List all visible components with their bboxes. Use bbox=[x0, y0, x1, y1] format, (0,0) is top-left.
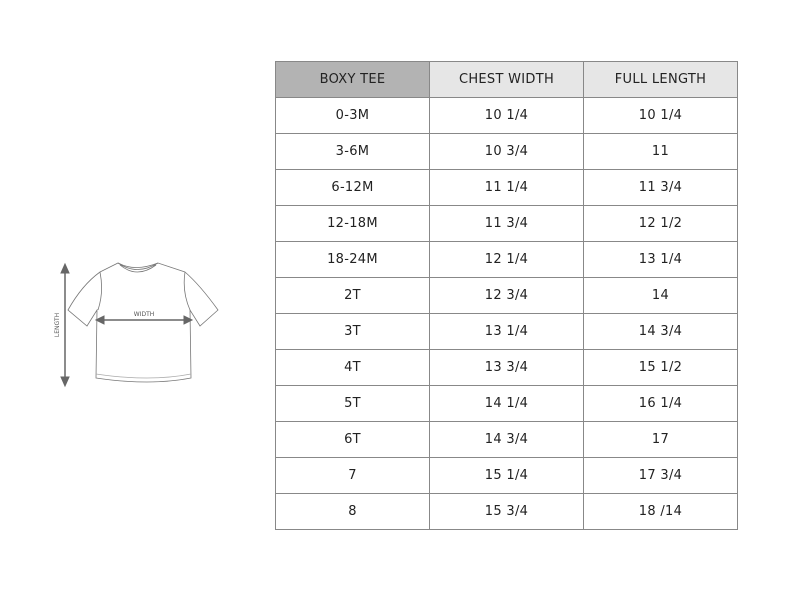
size-cell: 6T bbox=[275, 421, 430, 458]
tee-illustration: LENGTH WIDTH bbox=[54, 262, 219, 388]
size-cell: 7 bbox=[275, 457, 430, 494]
full-length-cell: 13 1/4 bbox=[583, 241, 738, 278]
table-row: 7 15 1/4 17 3/4 bbox=[275, 457, 738, 494]
width-label: WIDTH bbox=[134, 311, 155, 318]
table-row: 6T 14 3/4 17 bbox=[275, 421, 738, 458]
size-cell: 3-6M bbox=[275, 133, 430, 170]
table-row: 3-6M 10 3/4 11 bbox=[275, 133, 738, 170]
length-label: LENGTH bbox=[54, 313, 61, 337]
size-cell: 4T bbox=[275, 349, 430, 386]
width-arrow bbox=[94, 315, 194, 325]
header-full-length: FULL LENGTH bbox=[583, 61, 738, 98]
full-length-cell: 14 bbox=[583, 277, 738, 314]
chest-width-cell: 10 3/4 bbox=[429, 133, 584, 170]
chest-width-cell: 15 1/4 bbox=[429, 457, 584, 494]
size-cell: 12-18M bbox=[275, 205, 430, 242]
full-length-cell: 12 1/2 bbox=[583, 205, 738, 242]
table-row: 0-3M 10 1/4 10 1/4 bbox=[275, 97, 738, 134]
size-cell: 5T bbox=[275, 385, 430, 422]
chest-width-cell: 12 1/4 bbox=[429, 241, 584, 278]
table-row: 4T 13 3/4 15 1/2 bbox=[275, 349, 738, 386]
size-cell: 8 bbox=[275, 493, 430, 530]
chest-width-cell: 11 1/4 bbox=[429, 169, 584, 206]
full-length-cell: 16 1/4 bbox=[583, 385, 738, 422]
chest-width-cell: 15 3/4 bbox=[429, 493, 584, 530]
chest-width-cell: 14 1/4 bbox=[429, 385, 584, 422]
size-cell: 2T bbox=[275, 277, 430, 314]
table-row: 3T 13 1/4 14 3/4 bbox=[275, 313, 738, 350]
size-cell: 3T bbox=[275, 313, 430, 350]
table-row: 12-18M 11 3/4 12 1/2 bbox=[275, 205, 738, 242]
full-length-cell: 11 3/4 bbox=[583, 169, 738, 206]
chest-width-cell: 14 3/4 bbox=[429, 421, 584, 458]
full-length-cell: 18 /14 bbox=[583, 493, 738, 530]
chest-width-cell: 12 3/4 bbox=[429, 277, 584, 314]
tee-outline bbox=[67, 262, 219, 383]
chest-width-cell: 10 1/4 bbox=[429, 97, 584, 134]
chest-width-cell: 13 1/4 bbox=[429, 313, 584, 350]
table-row: 2T 12 3/4 14 bbox=[275, 277, 738, 314]
size-chart-table: BOXY TEE CHEST WIDTH FULL LENGTH 0-3M 10 … bbox=[275, 61, 738, 530]
length-arrow bbox=[60, 262, 70, 388]
size-cell: 6-12M bbox=[275, 169, 430, 206]
full-length-cell: 14 3/4 bbox=[583, 313, 738, 350]
chest-width-cell: 11 3/4 bbox=[429, 205, 584, 242]
full-length-cell: 17 3/4 bbox=[583, 457, 738, 494]
table-row: 6-12M 11 1/4 11 3/4 bbox=[275, 169, 738, 206]
table-row: 18-24M 12 1/4 13 1/4 bbox=[275, 241, 738, 278]
full-length-cell: 10 1/4 bbox=[583, 97, 738, 134]
header-row: BOXY TEE CHEST WIDTH FULL LENGTH bbox=[275, 61, 738, 98]
chest-width-cell: 13 3/4 bbox=[429, 349, 584, 386]
table-row: 8 15 3/4 18 /14 bbox=[275, 493, 738, 530]
size-cell: 0-3M bbox=[275, 97, 430, 134]
full-length-cell: 15 1/2 bbox=[583, 349, 738, 386]
full-length-cell: 11 bbox=[583, 133, 738, 170]
header-chest-width: CHEST WIDTH bbox=[429, 61, 584, 98]
table-row: 5T 14 1/4 16 1/4 bbox=[275, 385, 738, 422]
size-cell: 18-24M bbox=[275, 241, 430, 278]
full-length-cell: 17 bbox=[583, 421, 738, 458]
header-size: BOXY TEE bbox=[275, 61, 430, 98]
